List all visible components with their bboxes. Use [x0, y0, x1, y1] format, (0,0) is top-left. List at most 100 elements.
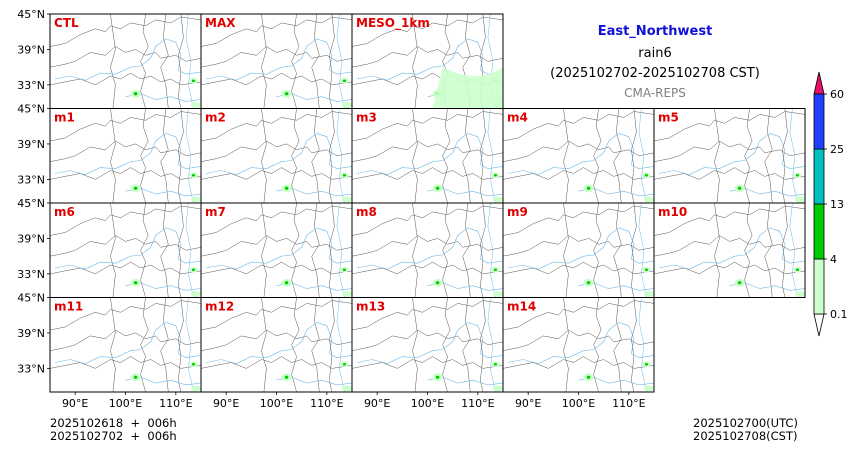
- figure-region-title: East_Northwest: [597, 24, 713, 39]
- river-line: [336, 108, 345, 203]
- map-panel: m13: [351, 297, 504, 393]
- province-boundary: [593, 203, 602, 298]
- panel-label: m7: [205, 205, 226, 219]
- rain-area-light: [794, 196, 805, 203]
- rain-area-moderate: [435, 281, 440, 285]
- panel-label: MAX: [205, 16, 236, 30]
- province-boundary: [311, 14, 320, 109]
- river-line: [638, 108, 647, 203]
- rain-area-moderate: [493, 268, 498, 272]
- lon-tick-label: 90°E: [515, 397, 541, 410]
- river-line: [658, 132, 805, 176]
- river-line: [507, 227, 654, 270]
- rain-area-moderate: [737, 186, 742, 190]
- province-boundary: [503, 140, 654, 162]
- panel-label: m6: [54, 205, 75, 219]
- lon-tick-label: 110°E: [612, 397, 645, 410]
- province-boundary: [160, 108, 169, 203]
- province-boundary: [140, 14, 149, 109]
- province-boundary: [503, 235, 654, 257]
- province-boundary: [412, 14, 418, 109]
- panel-label: m10: [658, 205, 687, 219]
- province-boundary: [201, 16, 352, 47]
- province-boundary: [291, 203, 300, 298]
- rain-area-moderate: [795, 173, 800, 177]
- province-boundary: [291, 108, 300, 203]
- province-boundary: [50, 205, 201, 236]
- river-line: [205, 132, 352, 176]
- province-boundary: [110, 297, 116, 392]
- lat-tick-label: 33°N: [17, 268, 45, 281]
- river-line: [336, 14, 345, 109]
- lat-tick-label: 39°N: [17, 327, 45, 340]
- province-boundary: [261, 297, 267, 392]
- lon-tick-label: 100°E: [109, 397, 142, 410]
- river-line: [336, 203, 345, 298]
- province-boundary: [654, 205, 805, 236]
- province-boundary: [654, 235, 805, 257]
- rain-area-moderate: [737, 281, 742, 285]
- rain-area-light: [643, 385, 654, 392]
- lon-tick-label: 110°E: [159, 397, 192, 410]
- map-panel: MESO_1km: [351, 13, 504, 109]
- province-boundary: [613, 203, 622, 298]
- province-boundary: [352, 140, 503, 162]
- map-panel: m9: [502, 202, 655, 298]
- colorbar-tick-label: 13: [830, 198, 844, 211]
- rain-area-moderate: [342, 173, 347, 177]
- rain-area-light: [492, 385, 503, 392]
- river-line: [185, 14, 194, 109]
- river-line: [54, 38, 201, 81]
- colorbar-tick-label: 4: [830, 253, 837, 266]
- province-boundary: [352, 329, 503, 351]
- panel-label: m9: [507, 205, 528, 219]
- map-panel: m10: [653, 202, 806, 298]
- rain-area-light: [432, 67, 503, 109]
- province-boundary: [412, 108, 418, 203]
- lat-tick-label: 33°N: [17, 79, 45, 92]
- province-boundary: [352, 235, 503, 257]
- province-boundary: [50, 16, 201, 47]
- rain-area-moderate: [284, 92, 289, 96]
- lon-tick-label: 110°E: [310, 397, 343, 410]
- lat-tick-label: 33°N: [17, 362, 45, 375]
- province-boundary: [503, 111, 654, 142]
- river-line: [54, 132, 201, 176]
- rain-area-moderate: [435, 375, 440, 379]
- panel-label: m2: [205, 111, 226, 125]
- colorbar-segment: [813, 258, 825, 315]
- river-line: [336, 297, 345, 392]
- province-boundary: [291, 14, 300, 109]
- valid-time-utc: 2025102700(UTC): [693, 416, 798, 430]
- lon-tick-label: 90°E: [213, 397, 239, 410]
- lat-tick-label: 39°N: [17, 138, 45, 151]
- province-boundary: [160, 297, 169, 392]
- province-boundary: [352, 16, 503, 47]
- rain-area-moderate: [435, 186, 440, 190]
- river-line: [185, 203, 194, 298]
- river-line: [54, 227, 201, 270]
- rain-area-moderate: [342, 268, 347, 272]
- province-boundary: [654, 111, 805, 142]
- river-line: [205, 38, 352, 81]
- province-boundary: [160, 203, 169, 298]
- province-boundary: [201, 329, 352, 351]
- province-boundary: [261, 14, 267, 109]
- lon-tick-label: 100°E: [260, 397, 293, 410]
- lat-tick-label: 39°N: [17, 232, 45, 245]
- rain-area-light: [492, 290, 503, 297]
- panel-label: m12: [205, 300, 234, 314]
- province-boundary: [503, 205, 654, 236]
- province-boundary: [50, 329, 201, 351]
- province-boundary: [50, 300, 201, 331]
- river-line: [789, 203, 798, 298]
- province-boundary: [261, 108, 267, 203]
- province-boundary: [352, 205, 503, 236]
- rain-area-moderate: [133, 186, 138, 190]
- colorbar-tick-label: 60: [830, 88, 844, 101]
- river-line: [356, 321, 503, 365]
- colorbar-tick-label: 25: [830, 143, 844, 156]
- province-boundary: [412, 203, 418, 298]
- province-boundary: [140, 108, 149, 203]
- river-line: [356, 227, 503, 270]
